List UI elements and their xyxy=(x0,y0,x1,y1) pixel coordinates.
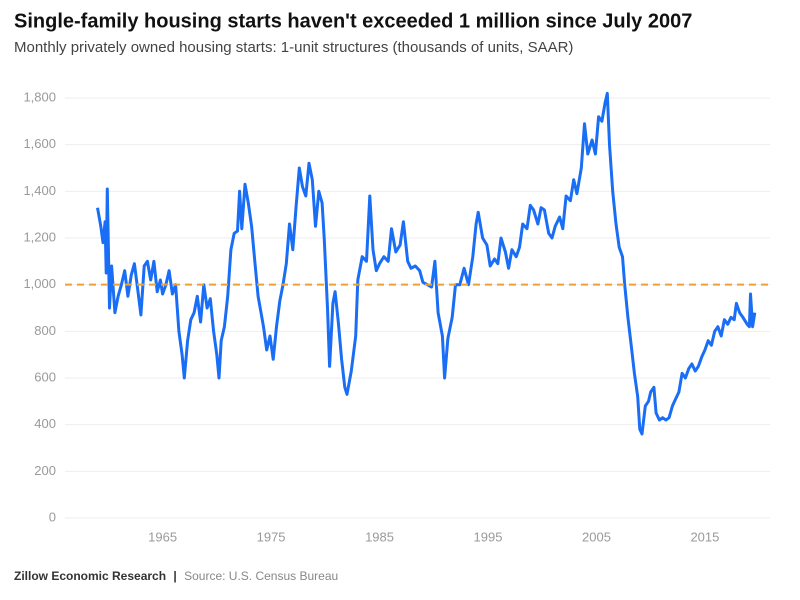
chart-subtitle: Monthly privately owned housing starts: … xyxy=(14,39,573,56)
x-tick-label: 1995 xyxy=(474,529,503,544)
y-tick-label: 600 xyxy=(34,369,56,384)
separator: | xyxy=(173,569,176,583)
y-tick-label: 400 xyxy=(34,416,56,431)
footer: Zillow Economic Research | Source: U.S. … xyxy=(14,569,338,583)
data-line xyxy=(96,91,757,436)
y-tick-label: 1,200 xyxy=(23,229,56,244)
x-tick-label: 1975 xyxy=(257,529,286,544)
y-tick-label: 1,800 xyxy=(23,89,56,104)
y-tick-label: 1,000 xyxy=(23,276,56,291)
y-tick-label: 200 xyxy=(34,463,56,478)
x-tick-label: 1985 xyxy=(365,529,394,544)
x-tick-label: 1965 xyxy=(148,529,177,544)
x-tick-label: 2005 xyxy=(582,529,611,544)
footer-org: Zillow Economic Research xyxy=(14,569,166,583)
y-tick-label: 1,600 xyxy=(23,136,56,151)
y-tick-label: 1,400 xyxy=(23,183,56,198)
x-tick-label: 2015 xyxy=(690,529,719,544)
chart-title: Single-family housing starts haven't exc… xyxy=(14,10,692,32)
footer-source: Source: U.S. Census Bureau xyxy=(184,569,338,583)
y-tick-label: 800 xyxy=(34,323,56,338)
y-tick-label: 0 xyxy=(49,509,56,524)
